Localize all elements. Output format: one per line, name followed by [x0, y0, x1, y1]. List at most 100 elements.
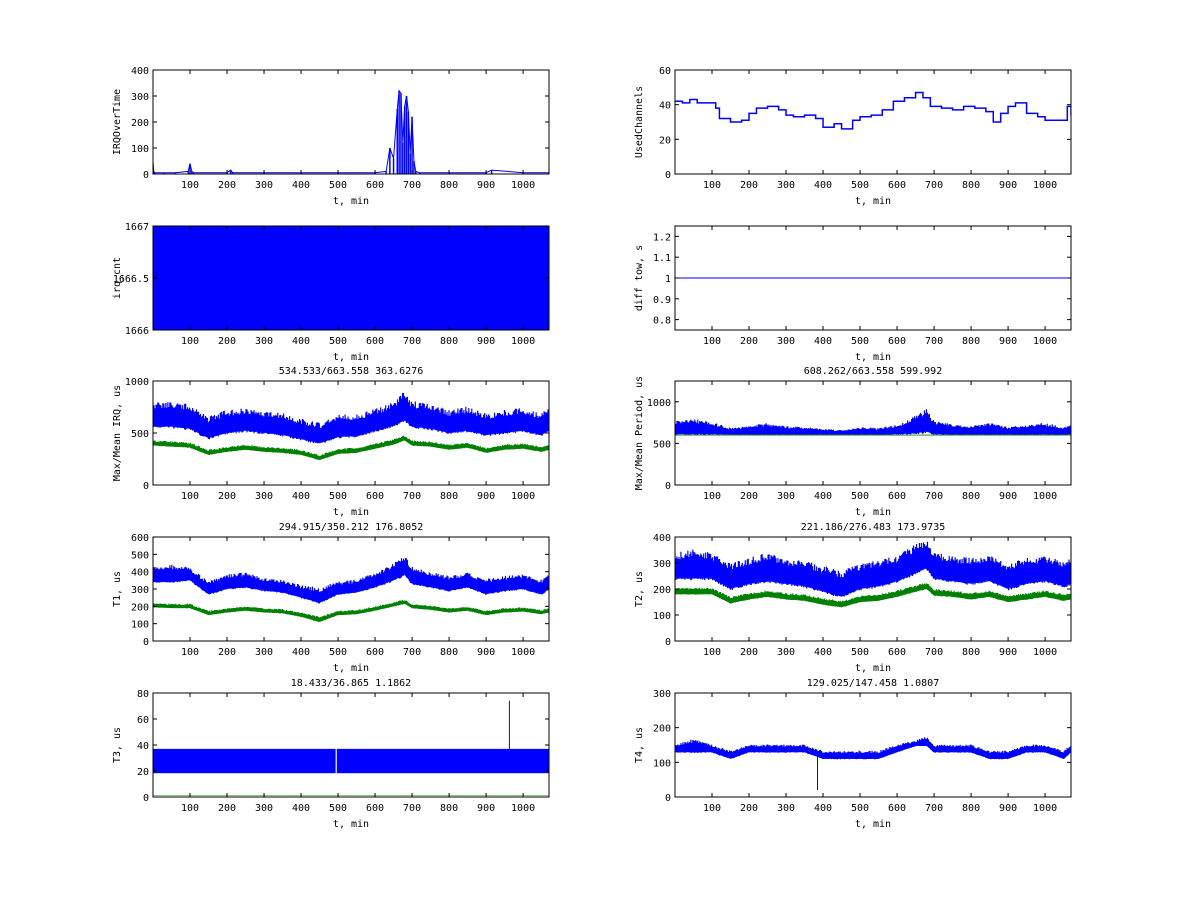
x-axis-label: t, min	[333, 819, 369, 830]
y-tick-label: 0.8	[653, 316, 671, 327]
y-tick-label: 300	[653, 689, 671, 700]
series-band-fill	[153, 760, 549, 774]
x-tick-label: 600	[366, 803, 384, 814]
y-axis-label: irq_cnt	[112, 257, 123, 299]
series-spikes	[153, 90, 549, 174]
y-axis-label: IRQOverTime	[112, 89, 123, 155]
series-band	[153, 600, 549, 622]
axes-frame	[152, 692, 550, 798]
y-tick-label: 80	[137, 689, 149, 700]
x-tick-label: 700	[925, 647, 943, 658]
x-tick-label: 200	[218, 180, 236, 191]
y-tick-label: 60	[659, 66, 671, 77]
y-tick-label: 300	[131, 585, 149, 596]
series-band	[675, 737, 1071, 760]
y-tick-label: 0	[143, 481, 149, 492]
x-tick-label: 800	[962, 336, 980, 347]
y-tick-label: 600	[131, 533, 149, 544]
y-axis-label: Max/Mean IRQ, us	[112, 385, 123, 481]
x-tick-label: 300	[255, 180, 273, 191]
x-tick-label: 600	[366, 180, 384, 191]
x-axis-label: t, min	[333, 507, 369, 518]
x-tick-label: 400	[292, 491, 310, 502]
y-tick-label: 100	[131, 144, 149, 155]
y-tick-label: 500	[131, 550, 149, 561]
x-tick-label: 200	[740, 647, 758, 658]
plot-area	[153, 393, 549, 461]
x-tick-label: 300	[255, 647, 273, 658]
chart-panel-4: 100 200 300 400 500 600 700 800 900 1000 0.8 0.9 1 1.…	[634, 225, 1072, 363]
x-tick-label: 1000	[1033, 180, 1057, 191]
x-tick-label: 500	[329, 803, 347, 814]
x-tick-label: 600	[366, 336, 384, 347]
x-tick-label: 200	[218, 803, 236, 814]
x-tick-label: 600	[888, 803, 906, 814]
series-band	[153, 226, 549, 330]
y-axis-label: T4, us	[634, 727, 645, 763]
series-band-strokes	[153, 600, 549, 622]
x-tick-label: 300	[777, 647, 795, 658]
plot-area	[153, 89, 549, 174]
x-tick-label: 900	[477, 180, 495, 191]
plot-area	[675, 737, 1071, 797]
series-band	[153, 748, 549, 774]
axes-frame	[152, 69, 550, 175]
x-tick-label: 400	[292, 803, 310, 814]
y-tick-label: 200	[131, 118, 149, 129]
series-band-strokes	[675, 409, 1071, 436]
y-tick-label: 0	[665, 481, 671, 492]
y-tick-label: 1.1	[653, 253, 671, 264]
y-tick-label: 100	[131, 620, 149, 631]
series-band	[675, 583, 1071, 608]
series-line	[153, 89, 549, 174]
series-band-fill	[675, 586, 1071, 608]
y-axis-label: T1, us	[112, 571, 123, 607]
x-tick-label: 500	[851, 647, 869, 658]
chart-panel-3: 100 200 300 400 500 600 700 800 900 1000 1666 1666.…	[112, 222, 550, 363]
y-tick-label: 0.9	[653, 295, 671, 306]
y-tick-label: 0	[143, 170, 149, 181]
x-tick-label: 1000	[511, 647, 535, 658]
x-tick-label: 1000	[511, 336, 535, 347]
y-tick-label: 1000	[647, 398, 671, 409]
x-axis-label: t, min	[855, 819, 891, 830]
y-tick-label: 500	[131, 429, 149, 440]
series-band	[153, 558, 549, 604]
x-tick-label: 500	[329, 336, 347, 347]
series-band-fill	[675, 422, 1071, 435]
y-tick-label: 1000	[125, 377, 149, 388]
y-tick-label: 1667	[125, 222, 149, 233]
series-band-strokes	[153, 435, 549, 460]
x-tick-label: 800	[962, 180, 980, 191]
x-tick-label: 400	[814, 647, 832, 658]
x-tick-label: 900	[477, 803, 495, 814]
x-tick-label: 200	[218, 647, 236, 658]
x-tick-label: 900	[999, 336, 1017, 347]
y-axis-label: UsedChannels	[634, 86, 645, 158]
x-tick-label: 600	[366, 491, 384, 502]
chart-panel-2: 100 200 300 400 500 600 700 800 900 1000 0 20 40 60 t,…	[634, 66, 1072, 207]
y-tick-label: 0	[665, 637, 671, 648]
x-tick-label: 900	[999, 180, 1017, 191]
y-tick-label: 200	[653, 724, 671, 735]
x-tick-label: 200	[740, 180, 758, 191]
y-tick-label: 1666	[125, 326, 149, 337]
y-axis-label: T3, us	[112, 727, 123, 763]
y-tick-label: 200	[131, 602, 149, 613]
axes-frame	[674, 380, 1072, 486]
series-band-strokes	[153, 558, 549, 604]
series-band-strokes	[675, 541, 1071, 597]
x-tick-label: 400	[814, 803, 832, 814]
x-tick-label: 100	[181, 491, 199, 502]
y-tick-label: 400	[653, 533, 671, 544]
y-tick-label: 1.2	[653, 232, 671, 243]
x-tick-label: 800	[440, 336, 458, 347]
x-tick-label: 500	[851, 803, 869, 814]
plot-area	[675, 91, 1071, 130]
y-tick-label: 400	[131, 66, 149, 77]
y-tick-label: 0	[665, 170, 671, 181]
x-tick-label: 400	[814, 180, 832, 191]
y-tick-label: 40	[137, 741, 149, 752]
x-tick-label: 300	[777, 180, 795, 191]
